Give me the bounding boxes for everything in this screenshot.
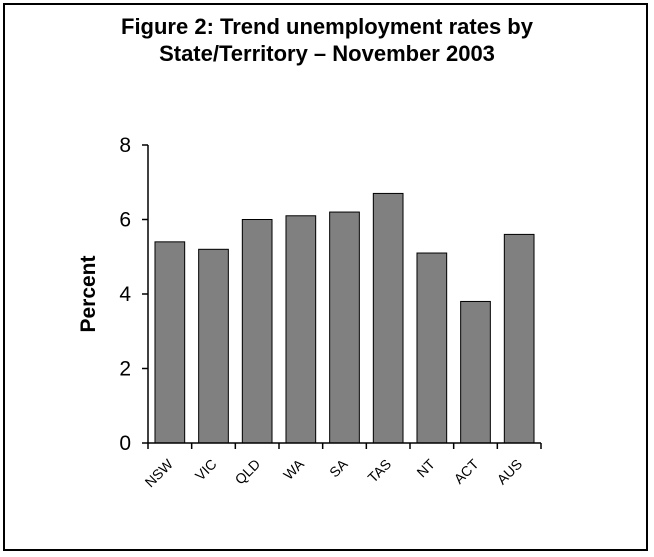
bar-tas <box>372 192 404 444</box>
x-ticks-group: NSW VIC QLD WA SA TAS NT ACT AUS <box>142 443 542 490</box>
bar-aus <box>503 233 535 444</box>
chart-frame <box>3 3 648 551</box>
y-ticks-group: 0 2 4 6 8 <box>119 134 148 455</box>
x-tick-label-vic: VIC <box>192 456 220 484</box>
x-tick-label-act: ACT <box>451 455 482 486</box>
chart-title-line2: State/Territory – November 2003 <box>159 41 495 66</box>
bars-group <box>154 192 535 444</box>
bar-nt <box>416 252 448 444</box>
x-tick-label-nt: NT <box>413 455 438 480</box>
bar-wa <box>285 215 317 444</box>
x-tick-label-aus: AUS <box>494 456 526 488</box>
y-tick-label: 0 <box>119 432 131 455</box>
y-tick-label: 4 <box>119 283 131 306</box>
x-tick-label-sa: SA <box>326 455 351 480</box>
chart-title: Figure 2: Trend unemployment rates by St… <box>0 13 654 67</box>
x-tick-label-qld: QLD <box>232 456 264 488</box>
bar-nsw <box>154 241 186 444</box>
x-tick-label-tas: TAS <box>364 456 394 486</box>
y-axis-label: Percent <box>77 255 100 332</box>
chart-title-line1: Figure 2: Trend unemployment rates by <box>121 14 533 39</box>
x-tick-label-nsw: NSW <box>142 455 177 490</box>
y-tick-label: 8 <box>119 134 131 157</box>
y-tick-label: 2 <box>119 358 131 381</box>
bar-vic <box>198 248 229 444</box>
x-tick-label-wa: WA <box>280 455 307 482</box>
bar-act <box>460 300 491 444</box>
y-tick-label: 6 <box>119 209 131 232</box>
bar-sa <box>329 211 360 444</box>
bar-qld <box>241 219 273 444</box>
